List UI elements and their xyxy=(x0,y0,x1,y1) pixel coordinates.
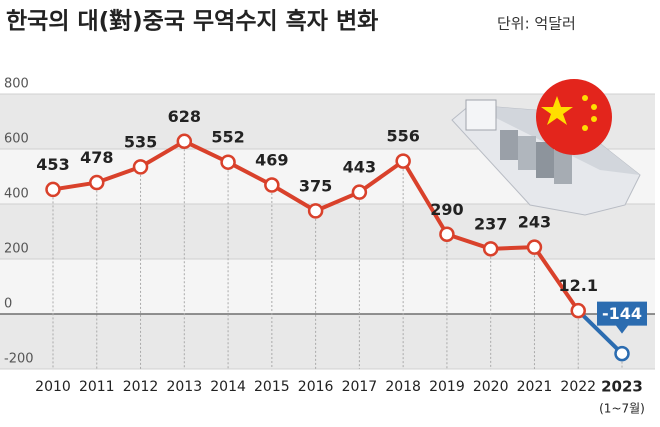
value-label: 290 xyxy=(430,200,463,219)
x-tick-label: 2018 xyxy=(385,379,421,395)
ship-illustration xyxy=(451,79,641,216)
grid-band xyxy=(0,314,655,369)
data-point xyxy=(45,181,61,198)
china-flag xyxy=(536,79,612,155)
y-tick-label: 800 xyxy=(4,77,29,92)
x-tick-label: 2012 xyxy=(123,379,159,395)
data-point xyxy=(220,154,236,170)
value-label: 556 xyxy=(386,127,419,146)
data-point xyxy=(482,241,499,257)
value-callout xyxy=(597,301,647,334)
data-point xyxy=(614,345,630,362)
value-label: 478 xyxy=(80,148,113,167)
grid-band xyxy=(0,204,655,259)
y-tick-label: 600 xyxy=(4,132,29,147)
data-point xyxy=(570,302,586,319)
x-tick-label: 2016 xyxy=(298,379,334,395)
value-label: 535 xyxy=(124,132,157,151)
container xyxy=(536,142,554,178)
data-point xyxy=(176,133,193,150)
x-tick-label: 2021 xyxy=(517,379,553,395)
x-tick-note: (1~7월) xyxy=(599,402,645,416)
value-label: 375 xyxy=(299,176,332,195)
y-tick-label: 200 xyxy=(4,242,29,257)
data-point xyxy=(395,153,411,169)
value-label: 443 xyxy=(343,158,376,177)
grid-band xyxy=(0,259,655,314)
value-label: 469 xyxy=(255,151,288,170)
x-tick-label: 2023 xyxy=(601,378,643,396)
value-label: 453 xyxy=(36,155,69,174)
value-label: 552 xyxy=(211,128,244,147)
chart-subtitle: 단위: 억달러 xyxy=(497,15,576,33)
data-point xyxy=(307,203,324,219)
container xyxy=(500,130,518,160)
x-tick-label: 2015 xyxy=(254,379,290,395)
data-point xyxy=(264,177,280,193)
data-point xyxy=(89,174,105,191)
x-tick-label: 2019 xyxy=(429,379,465,395)
y-tick-label: 0 xyxy=(4,297,12,312)
x-tick-label: 2020 xyxy=(473,379,509,395)
container xyxy=(554,150,572,184)
value-label: 12.1 xyxy=(558,276,597,295)
data-point xyxy=(526,239,543,255)
value-label: 237 xyxy=(474,214,507,233)
x-tick-label: 2017 xyxy=(342,379,378,395)
y-tick-label: 400 xyxy=(4,187,29,202)
container xyxy=(518,136,536,170)
value-label: 243 xyxy=(518,213,551,232)
x-tick-label: 2013 xyxy=(166,379,202,395)
y-tick-label: -200 xyxy=(4,352,34,367)
x-tick-label: 2014 xyxy=(210,379,246,395)
x-tick-label: 2010 xyxy=(35,379,71,395)
data-point xyxy=(132,159,149,175)
x-tick-label: 2022 xyxy=(560,379,596,395)
data-point xyxy=(439,226,455,242)
data-point xyxy=(351,184,368,200)
x-tick-label: 2011 xyxy=(79,379,115,395)
value-label: -144 xyxy=(602,304,642,323)
ship-bridge xyxy=(465,99,497,131)
chart-title: 한국의 대(對)중국 무역수지 흑자 변화 xyxy=(6,9,378,35)
value-label: 628 xyxy=(168,107,201,126)
